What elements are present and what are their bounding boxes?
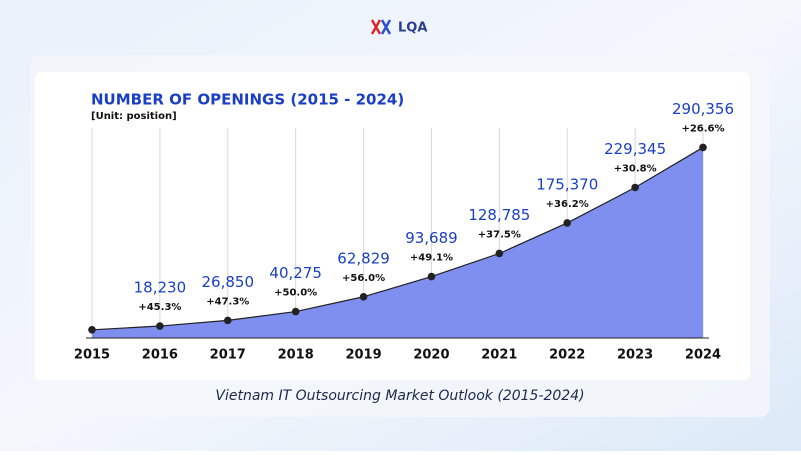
x-tick-label: 2022 bbox=[549, 348, 585, 363]
point bbox=[156, 322, 164, 330]
value-label: 18,230 bbox=[134, 279, 187, 297]
growth-label: +26.6% bbox=[681, 123, 724, 134]
point bbox=[495, 249, 504, 258]
value-label: 62,829 bbox=[337, 249, 390, 267]
x-tick-label: 2023 bbox=[617, 348, 653, 363]
line bbox=[91, 146, 704, 331]
point bbox=[563, 219, 572, 227]
value-label: 229,345 bbox=[604, 140, 666, 158]
x-tick-label: 2018 bbox=[278, 348, 314, 363]
chart-title: NUMBER OF OPENINGS (2015 - 2024) bbox=[91, 91, 404, 109]
value-label: 26,850 bbox=[202, 273, 255, 291]
point bbox=[359, 292, 368, 301]
x-tick-label: 2021 bbox=[481, 348, 517, 363]
growth-label: +50.0% bbox=[274, 288, 317, 299]
growth-label: +56.0% bbox=[342, 273, 385, 284]
x-tick-label: 2015 bbox=[74, 348, 110, 363]
growth-label: +47.3% bbox=[206, 296, 249, 307]
point bbox=[223, 316, 232, 325]
point bbox=[427, 272, 436, 281]
chart-subtitle: [Unit: position] bbox=[91, 111, 177, 122]
value-label: 40,275 bbox=[269, 264, 322, 282]
value-label: 128,785 bbox=[468, 206, 530, 224]
growth-label: +30.8% bbox=[614, 163, 657, 174]
growth-label: +45.3% bbox=[138, 302, 181, 313]
logo bbox=[370, 19, 392, 35]
caption: Vietnam IT Outsourcing Market Outlook (2… bbox=[215, 388, 584, 404]
value-label: 290,356 bbox=[672, 100, 734, 118]
point bbox=[631, 183, 639, 192]
area bbox=[92, 147, 703, 338]
growth-label: +37.5% bbox=[478, 229, 521, 240]
value-label: 93,689 bbox=[405, 229, 458, 247]
x-tick-label: 2016 bbox=[142, 348, 178, 363]
plot: 2015 2016 18,230 +45.3% 2017 26,850 +47.3% 2018… bbox=[74, 100, 734, 363]
growth-label: +49.1% bbox=[410, 253, 453, 264]
x-tick-label: 2019 bbox=[345, 348, 381, 363]
x-tick-label: 2017 bbox=[210, 348, 246, 363]
value-label: 175,370 bbox=[536, 175, 598, 193]
point bbox=[88, 325, 96, 334]
x-tick-label: 2024 bbox=[685, 348, 721, 363]
x-tick-label: 2020 bbox=[413, 348, 449, 363]
point bbox=[291, 307, 300, 316]
brand: LQA bbox=[398, 21, 427, 36]
point bbox=[699, 143, 707, 152]
growth-label: +36.2% bbox=[546, 199, 589, 210]
